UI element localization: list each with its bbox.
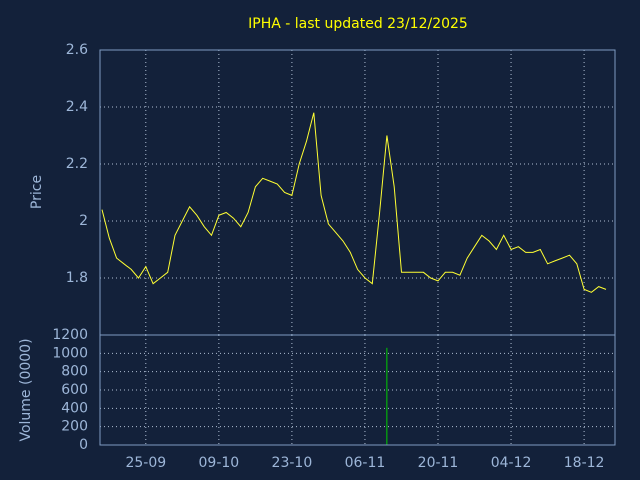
y-tick-label: 0 [79, 437, 88, 453]
y-tick-label: 2.2 [66, 156, 88, 172]
y-tick-label: 800 [61, 364, 88, 380]
x-tick-label: 18-12 [564, 455, 605, 471]
y-tick-label: 2 [79, 213, 88, 229]
plot-frame [99, 49, 616, 336]
y-tick-label: 200 [61, 419, 88, 435]
x-tick-label: 04-12 [491, 455, 532, 471]
y-tick-label: 600 [61, 382, 88, 398]
y-tick-label: 2.6 [66, 42, 88, 58]
y-tick-label: 1200 [52, 327, 88, 343]
x-tick-label: 25-09 [125, 455, 166, 471]
x-tick-label: 09-10 [199, 455, 240, 471]
y-tick-label: 1000 [52, 345, 88, 361]
volume-bar [386, 347, 388, 445]
x-tick-label: 06-11 [345, 455, 386, 471]
y-axis-label: Price [29, 175, 45, 209]
y-axis-label: Volume (0000) [18, 338, 34, 441]
x-tick-label: 20-11 [418, 455, 459, 471]
x-tick-label: 23-10 [272, 455, 313, 471]
chart-title: IPHA - last updated 23/12/2025 [248, 16, 468, 32]
y-tick-label: 1.8 [66, 270, 88, 286]
plot-frame [99, 334, 616, 446]
y-tick-label: 2.4 [66, 99, 88, 115]
price-line [101, 112, 607, 293]
y-tick-label: 400 [61, 400, 88, 416]
